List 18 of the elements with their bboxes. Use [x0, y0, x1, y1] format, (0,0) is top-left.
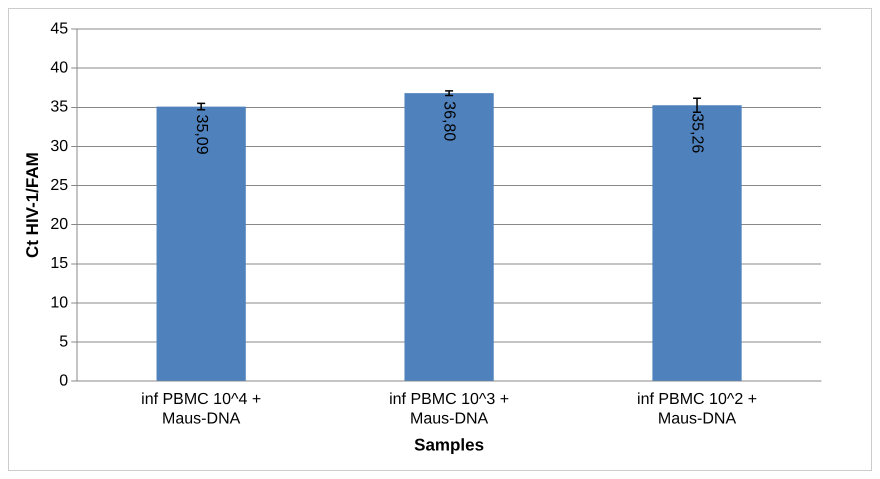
- y-tick-label: 20: [50, 216, 68, 234]
- y-tick-label: 10: [50, 294, 68, 312]
- x-tick-label: inf PBMC 10^3 + Maus-DNA: [389, 391, 510, 428]
- x-tick-label: inf PBMC 10^2 + Maus-DNA: [637, 391, 758, 428]
- x-tick-label: inf PBMC 10^4 + Maus-DNA: [141, 391, 262, 428]
- y-tick-label: 35: [50, 98, 68, 116]
- y-tick-label: 30: [50, 138, 68, 155]
- y-tick-label: 0: [59, 372, 68, 390]
- data-label: 35,09: [192, 114, 210, 155]
- y-tick-label: 45: [50, 20, 68, 38]
- data-label: 36,80: [440, 101, 458, 142]
- y-tick-label: 40: [50, 60, 68, 77]
- y-tick-label: 25: [50, 176, 68, 194]
- data-label: 35,26: [688, 113, 706, 154]
- y-tick-label: 15: [50, 255, 68, 272]
- y-tick-label: 5: [59, 333, 68, 350]
- x-axis-title: Samples: [414, 435, 484, 454]
- y-axis-title: Ct HIV-1/FAM: [22, 152, 42, 258]
